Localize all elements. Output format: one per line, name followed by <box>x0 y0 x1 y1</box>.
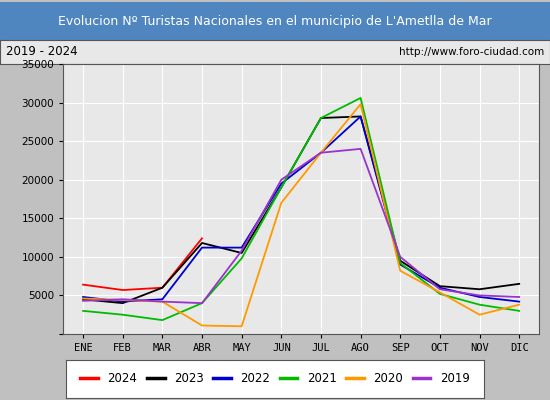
Text: http://www.foro-ciudad.com: http://www.foro-ciudad.com <box>399 47 544 57</box>
Text: Evolucion Nº Turistas Nacionales en el municipio de L'Ametlla de Mar: Evolucion Nº Turistas Nacionales en el m… <box>58 14 492 28</box>
Text: 2019 - 2024: 2019 - 2024 <box>6 46 77 58</box>
Legend: 2024, 2023, 2022, 2021, 2020, 2019: 2024, 2023, 2022, 2021, 2020, 2019 <box>76 368 474 390</box>
